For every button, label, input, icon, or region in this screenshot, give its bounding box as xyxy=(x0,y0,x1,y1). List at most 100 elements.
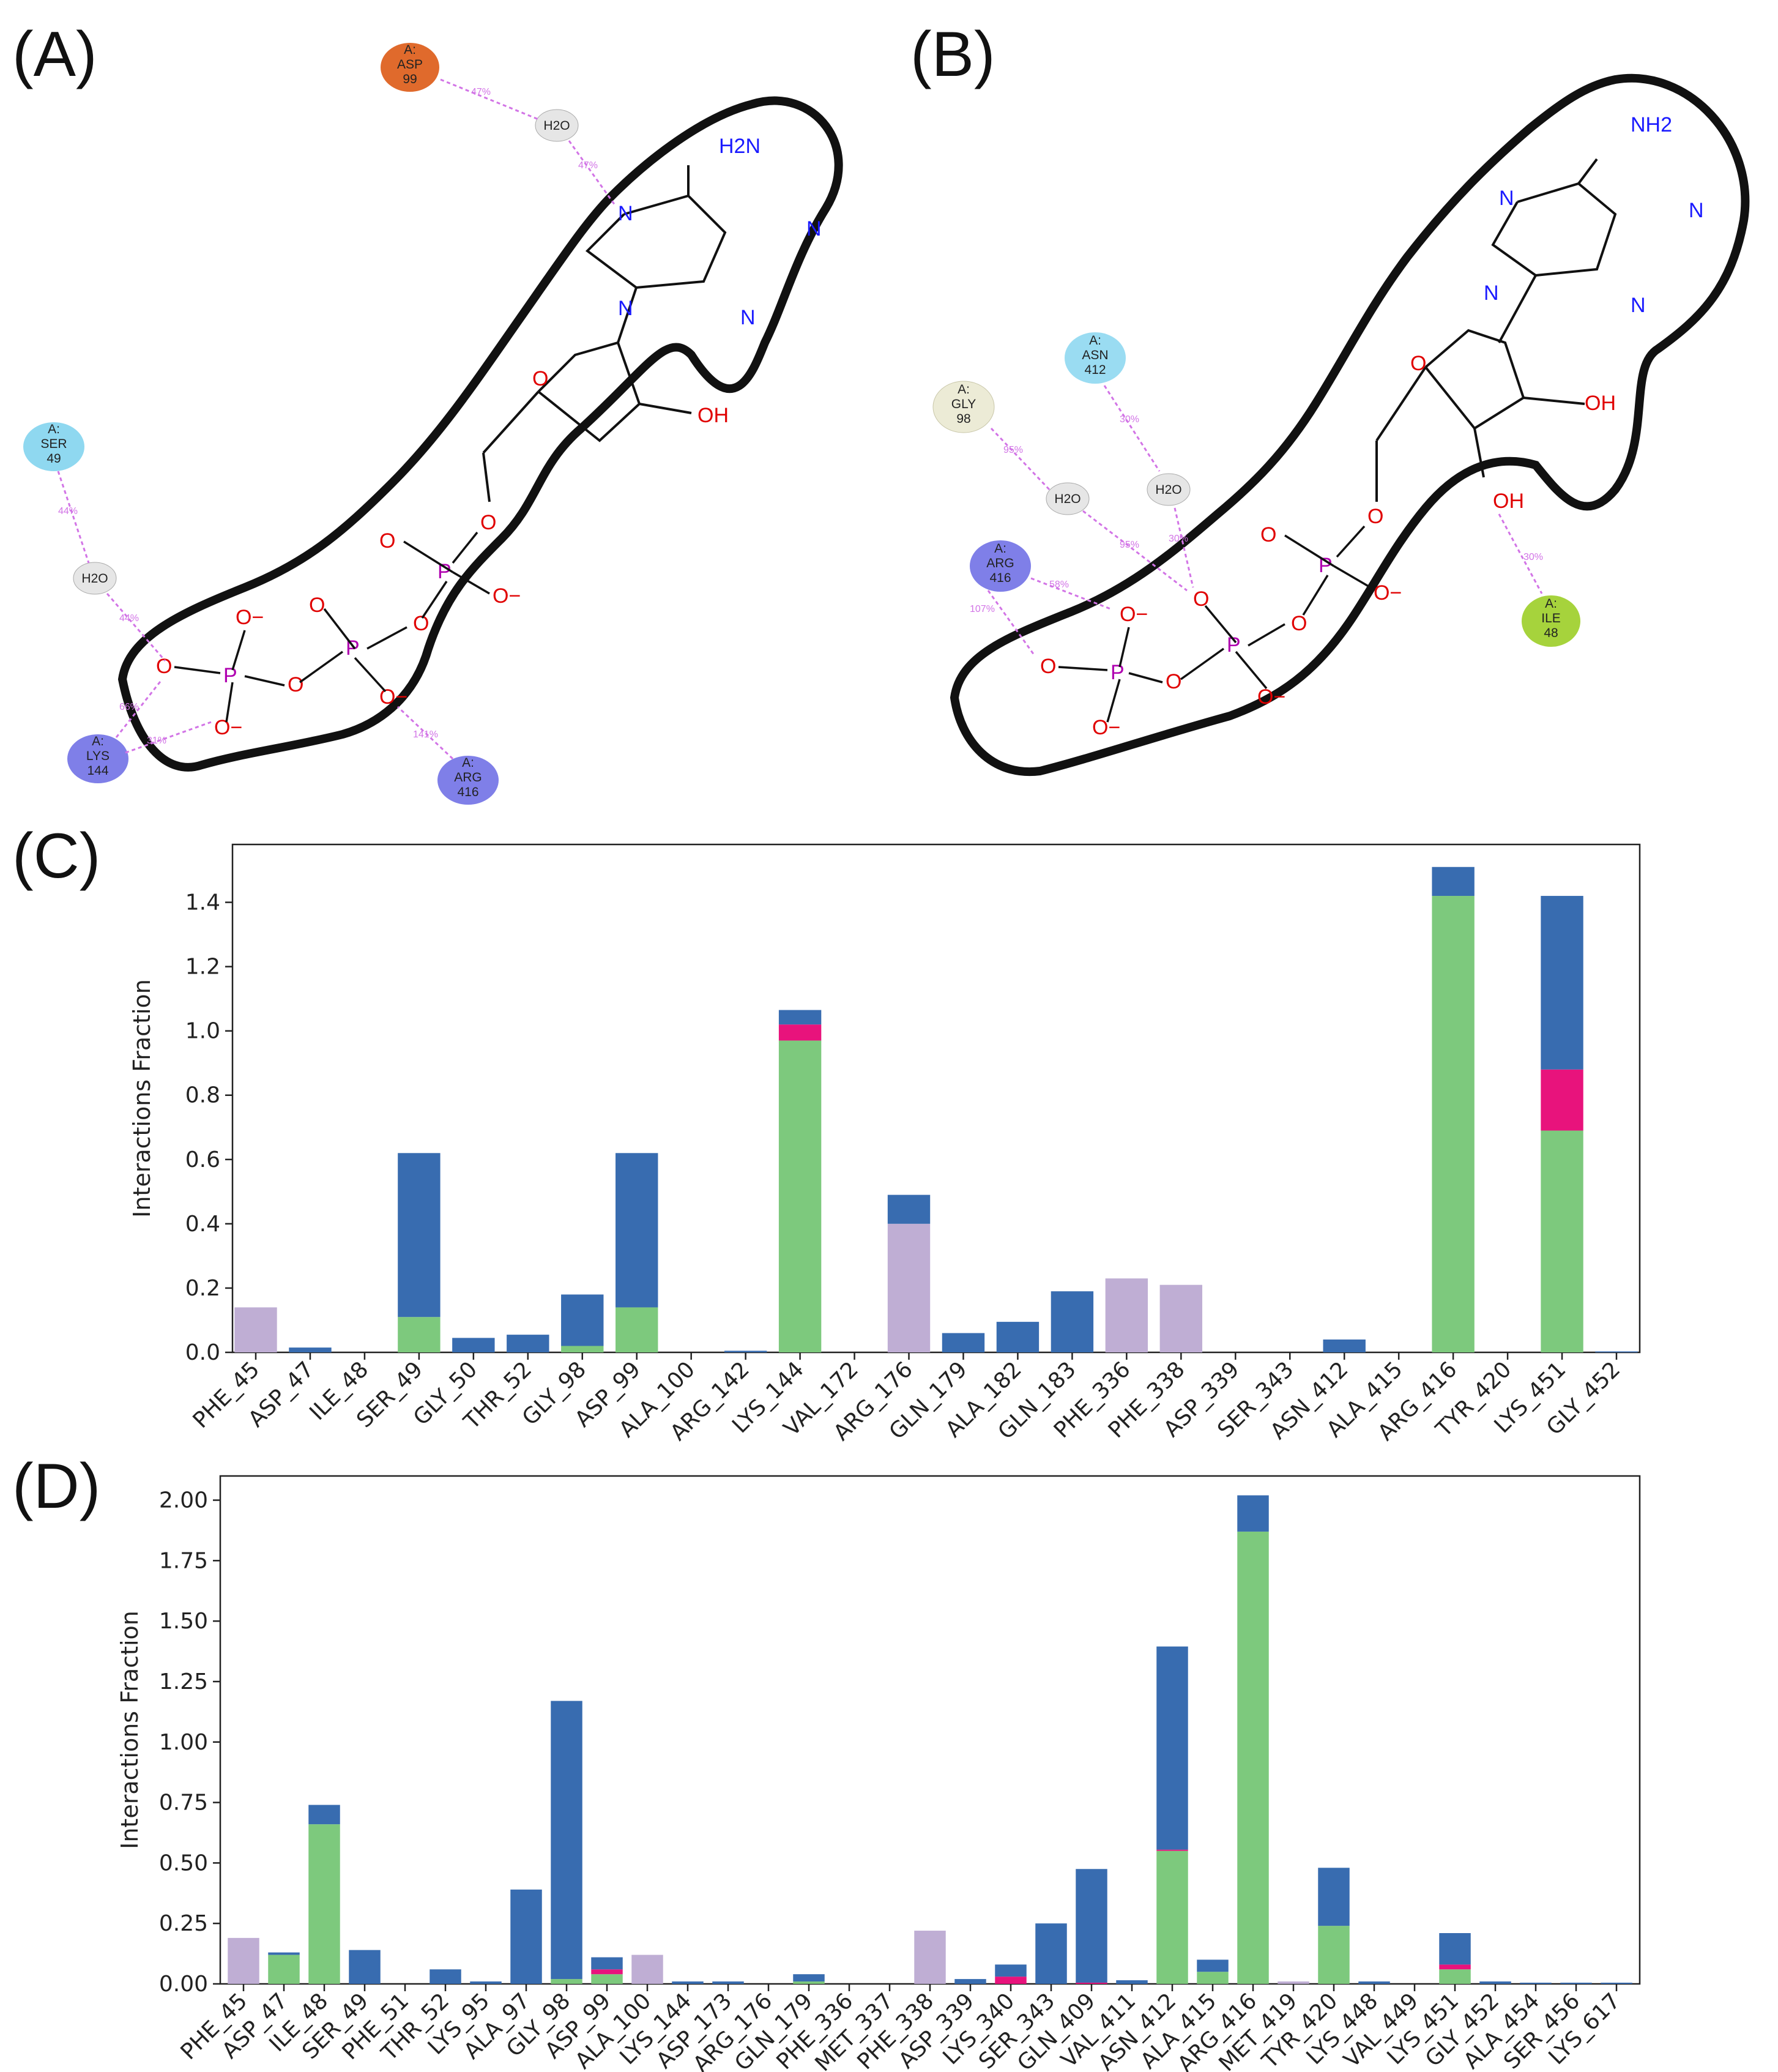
percent-b5: 58% xyxy=(1049,579,1069,590)
phosphate-bonds-b xyxy=(1058,525,1371,723)
percent-b4: 30% xyxy=(1169,534,1188,544)
residue-name-a2: SER xyxy=(40,437,67,451)
residue-ile48-b xyxy=(1522,595,1580,647)
residue-asn412-b xyxy=(1065,332,1126,384)
y-tick-label: 0.75 xyxy=(159,1791,208,1816)
bar-segment-water-bridges xyxy=(430,1969,461,1984)
plot-frame xyxy=(219,1475,1641,1985)
bar-segment-hydrophobic xyxy=(1278,1981,1309,1984)
water-molecule-a1 xyxy=(535,109,579,142)
o-label-a5: O xyxy=(156,655,172,678)
bar-segment-h-bonds xyxy=(793,1981,825,1984)
o-label-a1: O xyxy=(379,529,395,553)
o-minus-label-b3: O− xyxy=(1120,603,1148,626)
o-minus-label-b1: O− xyxy=(1374,581,1402,605)
residue-chain-b3: A: xyxy=(994,542,1006,556)
residue-name-a1: ASP xyxy=(397,58,423,72)
percent-b2: 95% xyxy=(1003,445,1023,455)
bar-segment-water-bridges xyxy=(995,1964,1027,1977)
y-tick-label: 1.75 xyxy=(159,1548,208,1573)
bar-segment-water-bridges xyxy=(616,1153,658,1308)
bar-segment-water-bridges xyxy=(452,1338,495,1352)
bar-segment-ionic xyxy=(1076,1983,1107,1984)
o-ester-label-b: O xyxy=(1367,505,1383,528)
bar-segment-water-bridges xyxy=(1237,1495,1269,1532)
chart-d: 0.00 0.25 0.50 0.75 1.00 1.25 1.50 1.75 2.00 Inte… xyxy=(116,1475,1641,2072)
y-tick-label: 1.4 xyxy=(185,890,220,915)
bar-segment-water-bridges xyxy=(1197,1959,1229,1972)
bar-segment-h-bonds xyxy=(1432,896,1475,1352)
bar-segment-h-bonds xyxy=(551,1979,582,1984)
residue-num-b2: 98 xyxy=(956,412,970,426)
bar-segment-h-bonds xyxy=(1541,1130,1583,1352)
y-tick-label: 0.0 xyxy=(185,1340,220,1365)
n-label-a2: N xyxy=(806,217,822,240)
y-tick-label: 0.2 xyxy=(185,1276,220,1301)
bar-segment-h-bonds xyxy=(1318,1926,1350,1984)
bar-segment-h-bonds xyxy=(1237,1531,1269,1984)
n-label-b1: N xyxy=(1499,187,1514,210)
amine-label-a: H2N xyxy=(719,135,761,158)
bar-segment-water-bridges xyxy=(510,1889,542,1984)
phosphate-bonds-a xyxy=(174,531,490,723)
plot-frame xyxy=(231,843,1641,1354)
bar-segment-water-bridges xyxy=(1035,1923,1067,1984)
residue-name-b1: ASN xyxy=(1082,348,1108,362)
residue-name-b4: ILE xyxy=(1541,611,1561,625)
bar-segment-hydrophobic xyxy=(1159,1284,1203,1352)
residue-name-b2: GLY xyxy=(951,397,976,411)
bar-segment-ionic xyxy=(1541,1069,1583,1131)
residue-chain-a2: A: xyxy=(48,422,60,436)
bar-segment-water-bridges xyxy=(778,1010,822,1025)
residue-num-b3: 416 xyxy=(989,571,1011,585)
bar-segment-water-bridges xyxy=(1595,1351,1638,1352)
bar-segment-water-bridges xyxy=(1076,1869,1107,1983)
bar-segment-hydrophobic xyxy=(914,1931,946,1984)
percent-a2: 47% xyxy=(578,160,598,171)
n-label-b2: N xyxy=(1689,199,1704,222)
y-axis-label: Interactions Fraction xyxy=(116,1611,143,1849)
percent-b7: 30% xyxy=(1523,552,1543,562)
oh-label-a: OH xyxy=(697,404,729,427)
residue-arg416-b xyxy=(970,540,1031,592)
bar-segment-water-bridges xyxy=(954,1979,986,1984)
residue-num-a3: 144 xyxy=(87,764,108,778)
chart-c: 0.0 0.2 0.4 0.6 0.8 1.0 1.2 1.4 Interactions Fra… xyxy=(128,843,1641,1446)
percent-b3: 95% xyxy=(1120,540,1139,550)
oh-label-b1: OH xyxy=(1585,392,1616,415)
bar-segment-water-bridges xyxy=(724,1351,767,1352)
o-label-b1: O xyxy=(1260,523,1276,546)
adenine-ring-a xyxy=(482,165,727,502)
residue-name-a3: LYS xyxy=(86,749,110,763)
bar-segment-h-bonds xyxy=(778,1040,822,1352)
y-tick-label: 0.8 xyxy=(185,1083,220,1108)
y-tick-label: 2.00 xyxy=(159,1488,208,1513)
n-label-a3: N xyxy=(740,306,756,329)
residue-asp99-a xyxy=(381,43,439,92)
ligand-diagram-a: H2N N N N N O OH O P P P O O− O O O− O O… xyxy=(23,43,843,805)
o-minus-label-a4: O− xyxy=(214,716,242,739)
residue-chain-b2: A: xyxy=(958,382,970,397)
y-tick-label: 1.2 xyxy=(185,955,220,980)
y-tick-label: 0.4 xyxy=(185,1212,220,1237)
o-minus-label-b4: O− xyxy=(1092,716,1120,739)
bar-segment-water-bridges xyxy=(942,1333,985,1352)
bar-segment-h-bonds xyxy=(308,1824,340,1984)
bar-segment-water-bridges xyxy=(349,1950,381,1984)
o-label-a3: O xyxy=(309,594,325,617)
ligand-diagram-b: NH2 N N N N O OH OH O P P P O O− O O O− … xyxy=(932,73,1750,777)
bar-segment-hydrophobic xyxy=(1105,1278,1148,1352)
residue-chain-a4: A: xyxy=(462,756,474,770)
percent-b1: 30% xyxy=(1120,414,1139,425)
bar-segment-water-bridges xyxy=(1432,866,1475,896)
bar-segment-water-bridges xyxy=(561,1294,604,1346)
bar-segment-hydrophobic xyxy=(228,1937,259,1984)
percent-a4: 44% xyxy=(119,613,139,624)
bar-segment-water-bridges xyxy=(1541,896,1583,1070)
bar-segment-hydrophobic xyxy=(234,1307,277,1352)
percent-a6: 31% xyxy=(147,736,166,746)
bar-segment-water-bridges xyxy=(1520,1983,1552,1984)
y-tick-label: 1.0 xyxy=(185,1019,220,1044)
bar-segment-ionic xyxy=(995,1977,1027,1984)
bar-segment-h-bonds xyxy=(561,1346,604,1352)
